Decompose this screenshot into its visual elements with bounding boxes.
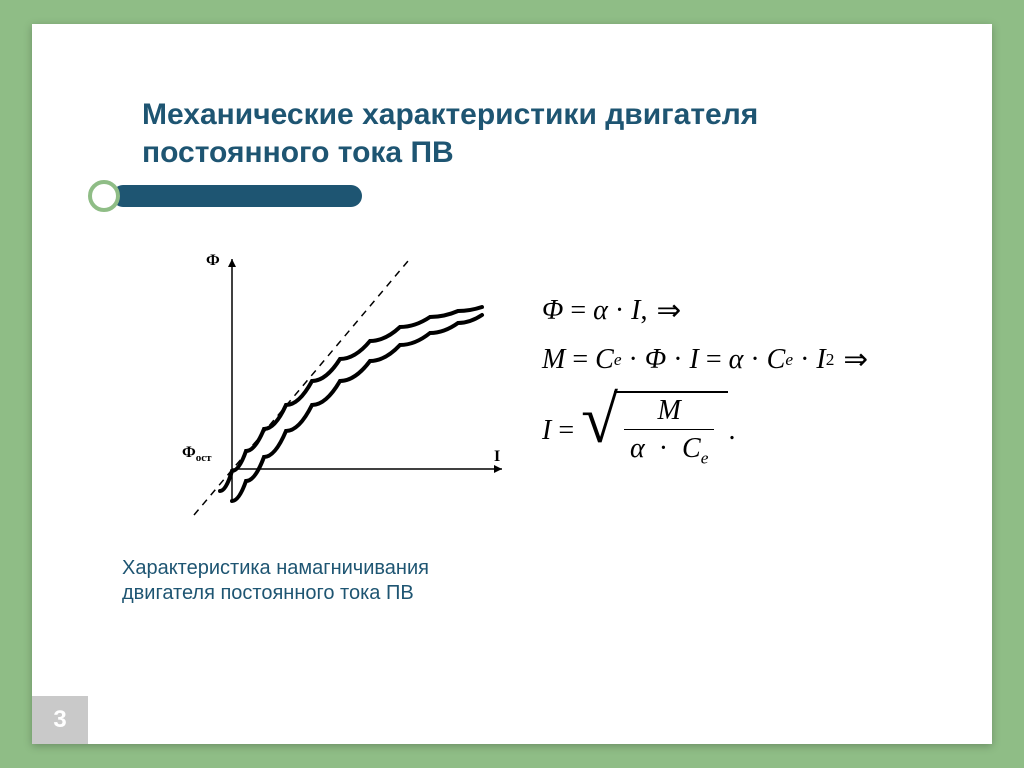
svg-text:Фост: Фост [182, 444, 212, 464]
content-row: Ф I Фост Характеристика намагничивания дви… [122, 239, 962, 704]
slide: Механические характеристики двигателя по… [32, 24, 992, 744]
equation-i: I = √ M α · Ce [542, 391, 962, 471]
title-block: Механические характеристики двигателя по… [142, 96, 932, 171]
slide-title: Механические характеристики двигателя по… [142, 96, 932, 171]
equation-phi: Φ = α · I , ⇒ [542, 293, 962, 328]
c-sym: C [595, 344, 614, 376]
alpha-sym: α [593, 295, 608, 327]
comma: , [640, 295, 647, 327]
bullet-icon [88, 180, 120, 212]
i-sym: I [631, 295, 640, 327]
page-number: 3 [32, 696, 88, 744]
svg-text:I: I [494, 448, 500, 465]
sq-exp: 2 [826, 350, 835, 370]
dot-op: · [615, 295, 624, 327]
phi-sym: Φ [542, 295, 563, 327]
equation-m: M = Ce · Φ · I = α [542, 342, 962, 377]
fraction: M α · Ce [624, 395, 714, 469]
period: . [728, 415, 735, 447]
chart-caption: Характеристика намагничивания двигателя … [122, 556, 522, 606]
svg-text:Ф: Ф [206, 252, 220, 269]
equations-column: Φ = α · I , ⇒ M = [542, 239, 962, 704]
eq-sign: = [570, 295, 586, 327]
implies-sym: ⇒ [656, 293, 681, 328]
chart-column: Ф I Фост Характеристика намагничивания дви… [122, 239, 522, 704]
magnetization-chart: Ф I Фост [122, 239, 522, 539]
radical-icon: √ [581, 391, 618, 471]
divider-bar [112, 185, 362, 207]
title-divider [32, 184, 362, 208]
e-sub: e [614, 350, 622, 370]
m-sym: M [542, 344, 565, 376]
equations-block: Φ = α · I , ⇒ M = [542, 293, 962, 471]
sqrt-expr: √ M α · Ce [581, 391, 728, 471]
